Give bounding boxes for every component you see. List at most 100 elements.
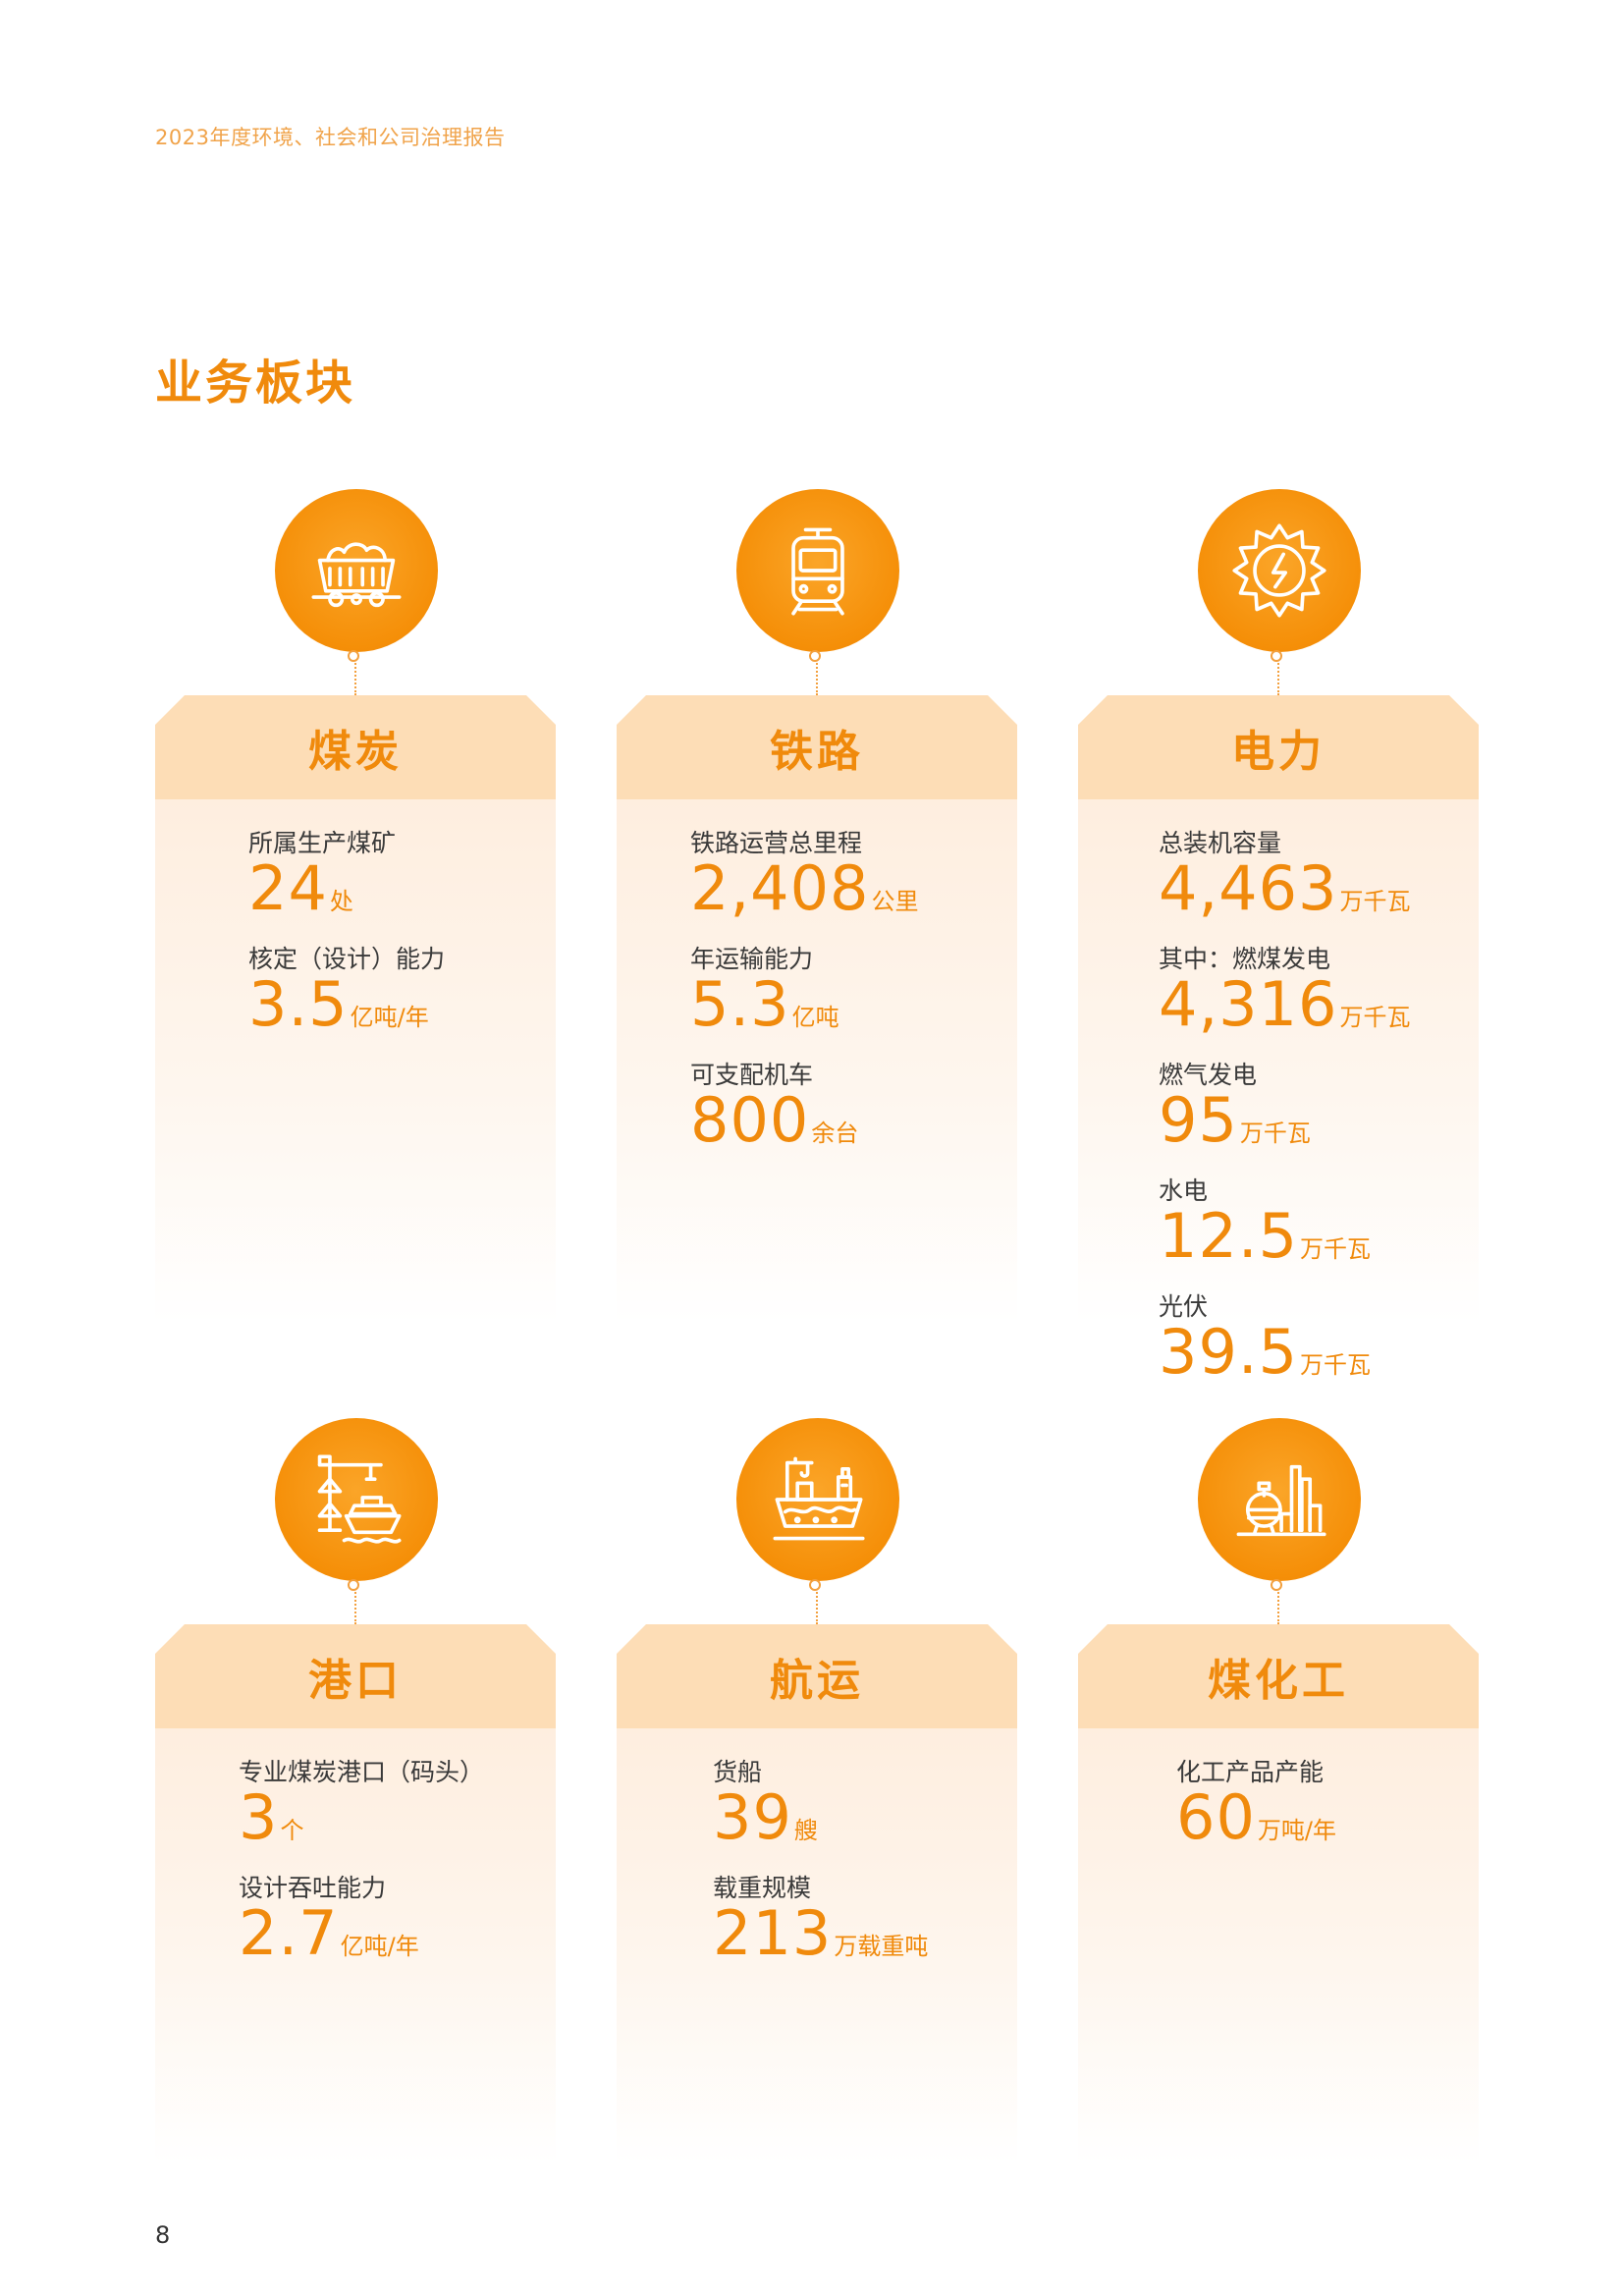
metric: 载重规模 213万载重吨 (713, 1874, 928, 1980)
metric-label: 光伏 (1159, 1292, 1209, 1321)
metric-value: 24 (248, 852, 328, 924)
segment-coal: 煤炭 所属生产煤矿 24处 核定（设计）能力 3.5亿吨/年 (155, 489, 556, 1324)
metric-label: 载重规模 (713, 1874, 812, 1902)
segment-title: 港口 (155, 1624, 556, 1728)
connector-dot (809, 650, 821, 662)
segment-title: 航运 (617, 1624, 1017, 1728)
metric-label: 水电 (1159, 1176, 1209, 1205)
metric-unit: 亿吨 (791, 1004, 839, 1031)
segment-body: 化工产品产能 60万吨/年 (1078, 1728, 1479, 2164)
segment-icon-area (155, 489, 556, 695)
metric-unit: 个 (280, 1817, 304, 1844)
metric-value: 12.5 (1159, 1200, 1299, 1272)
train-icon (736, 489, 899, 652)
metric-unit: 万千瓦 (1300, 1351, 1372, 1379)
connector-line (816, 656, 818, 695)
page-number: 8 (155, 2221, 171, 2249)
metric-unit: 万千瓦 (1239, 1120, 1311, 1147)
metric-unit: 余台 (811, 1120, 859, 1147)
segment-coal-chemical: 煤化工 化工产品产能 60万吨/年 (1078, 1418, 1479, 2164)
segment-body: 专业煤炭港口（码头） 3个 设计吞吐能力 2.7亿吨/年 (155, 1728, 556, 2164)
connector-dot (809, 1579, 821, 1591)
segment-shipping: 航运 货船 39艘 载重规模 213万载重吨 (617, 1418, 1017, 2164)
segment-icon-area (155, 1418, 556, 1624)
metric: 其中：燃煤发电 4,316万千瓦 (1159, 945, 1411, 1051)
segment-body: 总装机容量 4,463万千瓦 其中：燃煤发电 4,316万千瓦 燃气发电 95万… (1078, 799, 1479, 1383)
segment-card: 港口 专业煤炭港口（码头） 3个 设计吞吐能力 2.7亿吨/年 (155, 1624, 556, 2164)
metric-unit: 万载重吨 (834, 1933, 929, 1960)
metric-value: 95 (1159, 1084, 1238, 1156)
connector-line (1277, 656, 1279, 695)
metric-value-line: 3.5亿吨/年 (248, 974, 445, 1051)
metric-unit: 万千瓦 (1339, 1004, 1411, 1031)
metric: 年运输能力 5.3亿吨 (690, 945, 839, 1051)
metric-value: 39.5 (1159, 1316, 1299, 1388)
connector-line (1277, 1585, 1279, 1624)
metric-label: 铁路运营总里程 (690, 829, 863, 857)
segment-title: 煤炭 (155, 695, 556, 799)
metric: 水电 12.5万千瓦 (1159, 1176, 1371, 1283)
metric-value: 3.5 (248, 968, 349, 1040)
metric-value-line: 60万吨/年 (1176, 1787, 1336, 1864)
segment-title: 电力 (1078, 695, 1479, 799)
segment-card: 电力 总装机容量 4,463万千瓦 其中：燃煤发电 4,316万千瓦 燃气发电 … (1078, 695, 1479, 1383)
metric-value: 2,408 (690, 852, 870, 924)
metric-value-line: 2,408公里 (690, 858, 919, 935)
metric-value: 213 (713, 1897, 833, 1969)
section-title: 业务板块 (155, 355, 356, 410)
segment-body: 货船 39艘 载重规模 213万载重吨 (617, 1728, 1017, 2164)
metric-value: 4,316 (1159, 968, 1338, 1040)
segment-title: 铁路 (617, 695, 1017, 799)
metric: 化工产品产能 60万吨/年 (1176, 1758, 1336, 1864)
metric-value-line: 2.7亿吨/年 (239, 1903, 419, 1980)
segment-icon-area (617, 1418, 1017, 1624)
report-header: 2023年度环境、社会和公司治理报告 (155, 126, 506, 149)
metric-value-line: 24处 (248, 858, 396, 935)
metric-unit: 万吨/年 (1257, 1817, 1336, 1844)
metric-unit: 亿吨/年 (350, 1004, 429, 1031)
mine-cart-icon (275, 489, 438, 652)
metric: 所属生产煤矿 24处 (248, 829, 396, 935)
port-crane-icon (275, 1418, 438, 1581)
metric-label: 设计吞吐能力 (239, 1874, 387, 1902)
metric-value-line: 39.5万千瓦 (1159, 1322, 1371, 1398)
metric-value-line: 5.3亿吨 (690, 974, 839, 1051)
connector-line (354, 1585, 356, 1624)
metric-value-line: 12.5万千瓦 (1159, 1206, 1371, 1283)
segment-icon-area (1078, 1418, 1479, 1624)
segment-body: 铁路运营总里程 2,408公里 年运输能力 5.3亿吨 可支配机车 800余台 (617, 799, 1017, 1324)
metric-value: 3 (239, 1781, 279, 1853)
metric: 燃气发电 95万千瓦 (1159, 1061, 1311, 1167)
metric-value-line: 4,316万千瓦 (1159, 974, 1411, 1051)
metric-value-line: 4,463万千瓦 (1159, 858, 1411, 935)
metric-value-line: 95万千瓦 (1159, 1090, 1311, 1167)
segment-card: 航运 货船 39艘 载重规模 213万载重吨 (617, 1624, 1017, 2164)
metric-label: 燃气发电 (1159, 1061, 1258, 1089)
connector-line (816, 1585, 818, 1624)
connector-dot (348, 1579, 359, 1591)
segment-body: 所属生产煤矿 24处 核定（设计）能力 3.5亿吨/年 (155, 799, 556, 1324)
chemical-plant-icon (1198, 1418, 1361, 1581)
metric: 货船 39艘 (713, 1758, 818, 1864)
connector-dot (1271, 1579, 1282, 1591)
metric-unit: 艘 (793, 1817, 818, 1844)
metric-value: 800 (690, 1084, 810, 1156)
metric-label: 核定（设计）能力 (248, 945, 446, 973)
metric: 总装机容量 4,463万千瓦 (1159, 829, 1411, 935)
metric-label: 专业煤炭港口（码头） (239, 1758, 485, 1786)
metric-label: 化工产品产能 (1176, 1758, 1325, 1786)
connector-dot (348, 650, 359, 662)
metric-unit: 亿吨/年 (340, 1933, 419, 1960)
segment-card: 铁路 铁路运营总里程 2,408公里 年运输能力 5.3亿吨 可支配机车 800… (617, 695, 1017, 1324)
segment-card: 煤炭 所属生产煤矿 24处 核定（设计）能力 3.5亿吨/年 (155, 695, 556, 1324)
segment-railway: 铁路 铁路运营总里程 2,408公里 年运输能力 5.3亿吨 可支配机车 800… (617, 489, 1017, 1324)
metric: 光伏 39.5万千瓦 (1159, 1292, 1371, 1398)
metric-value-line: 213万载重吨 (713, 1903, 928, 1980)
segment-power: 电力 总装机容量 4,463万千瓦 其中：燃煤发电 4,316万千瓦 燃气发电 … (1078, 489, 1479, 1383)
metric-value: 2.7 (239, 1897, 339, 1969)
segment-icon-area (1078, 489, 1479, 695)
metric: 核定（设计）能力 3.5亿吨/年 (248, 945, 445, 1051)
metric-value: 4,463 (1159, 852, 1338, 924)
metric-value: 5.3 (690, 968, 790, 1040)
metric-unit: 万千瓦 (1339, 888, 1411, 915)
